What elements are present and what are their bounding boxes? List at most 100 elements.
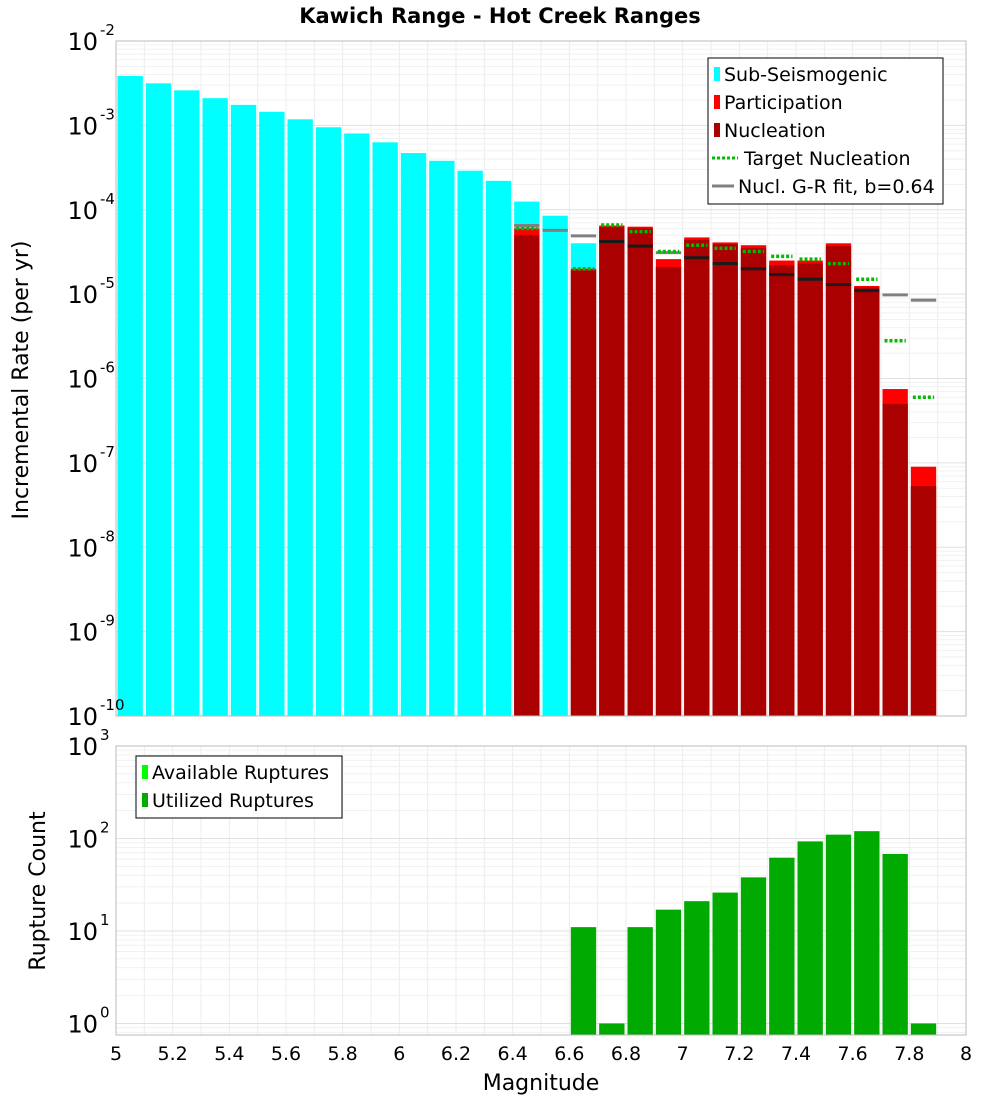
- top-y-tick-label-exponent: -8: [100, 527, 115, 545]
- nucleation-bar: [712, 244, 738, 717]
- bottom-y-tick-label: 10: [67, 1010, 98, 1038]
- legend-swatch-nucleation: [714, 123, 720, 137]
- top-y-tick-label: 10: [67, 281, 98, 309]
- nucleation-bar: [825, 246, 852, 716]
- x-tick-label: 6.8: [611, 1043, 641, 1065]
- top-y-tick-label: 10: [67, 619, 98, 647]
- top-legend: Sub-Seismogenic Participation Nucleation Ta…: [707, 57, 944, 205]
- bottom-y-tick-label-exponent: 1: [100, 911, 110, 929]
- bottom-plot-frame: [115, 745, 967, 1036]
- bottom-y-tick-label: 10: [67, 733, 98, 761]
- utilized-ruptures-bar: [769, 857, 795, 1035]
- legend-box: [135, 755, 343, 819]
- top-y-tick-label-exponent: -9: [100, 612, 115, 630]
- x-tick-label: 8: [960, 1043, 972, 1065]
- nucleation-bar: [769, 265, 795, 716]
- sub-seismogenic-bar: [174, 90, 200, 716]
- nucleation-bar: [627, 228, 653, 716]
- legend-swatch-available-ruptures: [142, 765, 148, 779]
- x-tick-label: 6.2: [441, 1043, 471, 1065]
- sub-seismogenic-bar: [259, 111, 285, 716]
- top-y-tick-label-exponent: -2: [100, 21, 115, 39]
- top-y-tick-label: 10: [67, 703, 98, 731]
- chart-title: Kawich Range - Hot Creek Ranges: [299, 4, 701, 28]
- utilized-ruptures-bar: [797, 841, 823, 1035]
- bottom-y-tick-label: 10: [67, 918, 98, 946]
- x-tick-label: 6.4: [498, 1043, 528, 1065]
- sub-seismogenic-bar: [344, 133, 370, 717]
- utilized-ruptures-bar: [882, 853, 908, 1035]
- top-y-tick-label-exponent: -5: [100, 274, 115, 292]
- legend-label-nucleation: Nucleation: [724, 120, 826, 142]
- x-tick-label: 5: [110, 1043, 122, 1065]
- sub-seismogenic-bar: [202, 98, 228, 716]
- nucleation-bar: [882, 403, 908, 716]
- bottom-gridlines: [115, 745, 967, 1035]
- utilized-ruptures-bar: [627, 927, 653, 1035]
- legend-label-participation: Participation: [724, 92, 843, 114]
- x-tick-label: 7.4: [781, 1043, 811, 1065]
- bottom-bars: [570, 831, 937, 1035]
- x-tick-label: 5.8: [328, 1043, 358, 1065]
- sub-seismogenic-bar: [485, 180, 512, 716]
- legend-swatch-sub-seismogenic: [714, 67, 720, 81]
- nucleation-bar: [570, 270, 597, 716]
- legend-swatch-utilized-ruptures: [142, 793, 148, 807]
- legend-label-nucl-g-r-fit-b-0-64: Nucl. G-R fit, b=0.64: [738, 176, 935, 198]
- sub-seismogenic-bar: [117, 75, 143, 717]
- sub-seismogenic-bar: [287, 119, 313, 717]
- top-y-tick-label: 10: [67, 112, 98, 140]
- top-y-tick-label: 10: [67, 534, 98, 562]
- legend-label-target-nucleation: Target Nucleation: [743, 148, 911, 170]
- utilized-ruptures-bar: [740, 877, 767, 1035]
- bottom-y-tick-label-exponent: 0: [100, 1003, 110, 1021]
- top-y-tick-label-exponent: -4: [100, 190, 115, 208]
- x-tick-label: 6.6: [554, 1043, 584, 1065]
- nucleation-bar: [740, 248, 767, 717]
- sub-seismogenic-bar: [542, 215, 568, 717]
- top-y-tick-label: 10: [67, 28, 98, 56]
- sub-seismogenic-bar: [230, 104, 257, 717]
- x-tick-label: 6: [393, 1043, 405, 1065]
- nucleation-bar: [797, 263, 823, 716]
- sub-seismogenic-bar: [145, 83, 172, 716]
- bottom-y-tick-label: 10: [67, 825, 98, 853]
- x-axis-label: Magnitude: [483, 1071, 600, 1096]
- bottom-y-axis-label: Rupture Count: [26, 811, 51, 971]
- top-y-tick-label: 10: [67, 366, 98, 394]
- top-y-tick-label-exponent: -10: [100, 696, 125, 714]
- x-tick-label: 5.6: [271, 1043, 301, 1065]
- sub-seismogenic-bar: [315, 127, 342, 716]
- top-gridlines: [115, 40, 967, 717]
- nucleation-bar: [514, 235, 540, 716]
- x-tick-label: 5.2: [158, 1043, 188, 1065]
- nucleation-bar: [684, 239, 710, 716]
- utilized-ruptures-bar: [854, 831, 880, 1035]
- top-y-tick-label-exponent: -6: [100, 359, 115, 377]
- x-tick-label: 5.4: [214, 1043, 244, 1065]
- nucleation-bar: [599, 227, 625, 716]
- utilized-ruptures-bar: [910, 1023, 937, 1035]
- legend-box: [707, 57, 944, 205]
- x-axis-ticks: 5 5.2 5.4 5.6 5.8 6 6.2 6.4 6.6 6.8 7 7.2 7.4 7.6 7.8 8: [110, 1043, 972, 1065]
- utilized-ruptures-bar: [599, 1023, 625, 1035]
- sub-seismogenic-bar: [429, 160, 455, 717]
- utilized-ruptures-bar: [712, 892, 738, 1035]
- nucleation-bar: [655, 266, 682, 716]
- bottom-y-tick-label-exponent: 3: [100, 726, 110, 744]
- x-tick-label: 7.2: [724, 1043, 754, 1065]
- top-y-tick-label-exponent: -3: [100, 105, 115, 123]
- bottom-legend: Available Ruptures Utilized Ruptures: [135, 755, 343, 819]
- sub-seismogenic-bar: [372, 142, 398, 716]
- top-y-tick-label: 10: [67, 197, 98, 225]
- top-y-axis-label: Incremental Rate (per yr): [9, 241, 34, 520]
- bottom-y-tick-label-exponent: 2: [100, 818, 110, 836]
- x-tick-label: 7: [677, 1043, 689, 1065]
- sub-seismogenic-bar: [457, 170, 483, 716]
- top-lines: [514, 223, 937, 399]
- nucleation-bar: [910, 486, 937, 716]
